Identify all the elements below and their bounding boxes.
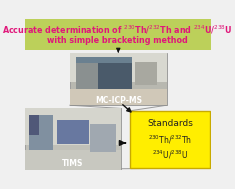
- Text: $^{230}$Th/$^{232}$Th: $^{230}$Th/$^{232}$Th: [148, 133, 192, 146]
- Bar: [76, 57, 132, 63]
- Text: TIMS: TIMS: [62, 159, 84, 168]
- FancyBboxPatch shape: [25, 108, 121, 170]
- Bar: [76, 61, 98, 88]
- FancyBboxPatch shape: [70, 53, 167, 105]
- FancyBboxPatch shape: [24, 19, 211, 50]
- Bar: [76, 61, 132, 88]
- Text: MC-ICP-MS: MC-ICP-MS: [95, 96, 142, 105]
- Bar: [135, 62, 157, 84]
- Text: Standards: Standards: [147, 119, 193, 128]
- Text: $^{234}$U/$^{238}$U: $^{234}$U/$^{238}$U: [152, 148, 188, 161]
- Bar: [29, 115, 39, 135]
- Bar: [90, 124, 116, 152]
- FancyBboxPatch shape: [130, 111, 210, 168]
- Bar: [25, 150, 121, 170]
- Text: Accurate determination of $^{230}$Th/$^{232}$Th and $^{234}$U/$^{238}$U: Accurate determination of $^{230}$Th/$^{…: [2, 24, 233, 36]
- Bar: [70, 88, 167, 105]
- Bar: [25, 108, 121, 145]
- Bar: [57, 120, 89, 144]
- Bar: [70, 53, 167, 82]
- Text: with simple bracketing method: with simple bracketing method: [47, 36, 188, 45]
- Bar: [29, 115, 53, 150]
